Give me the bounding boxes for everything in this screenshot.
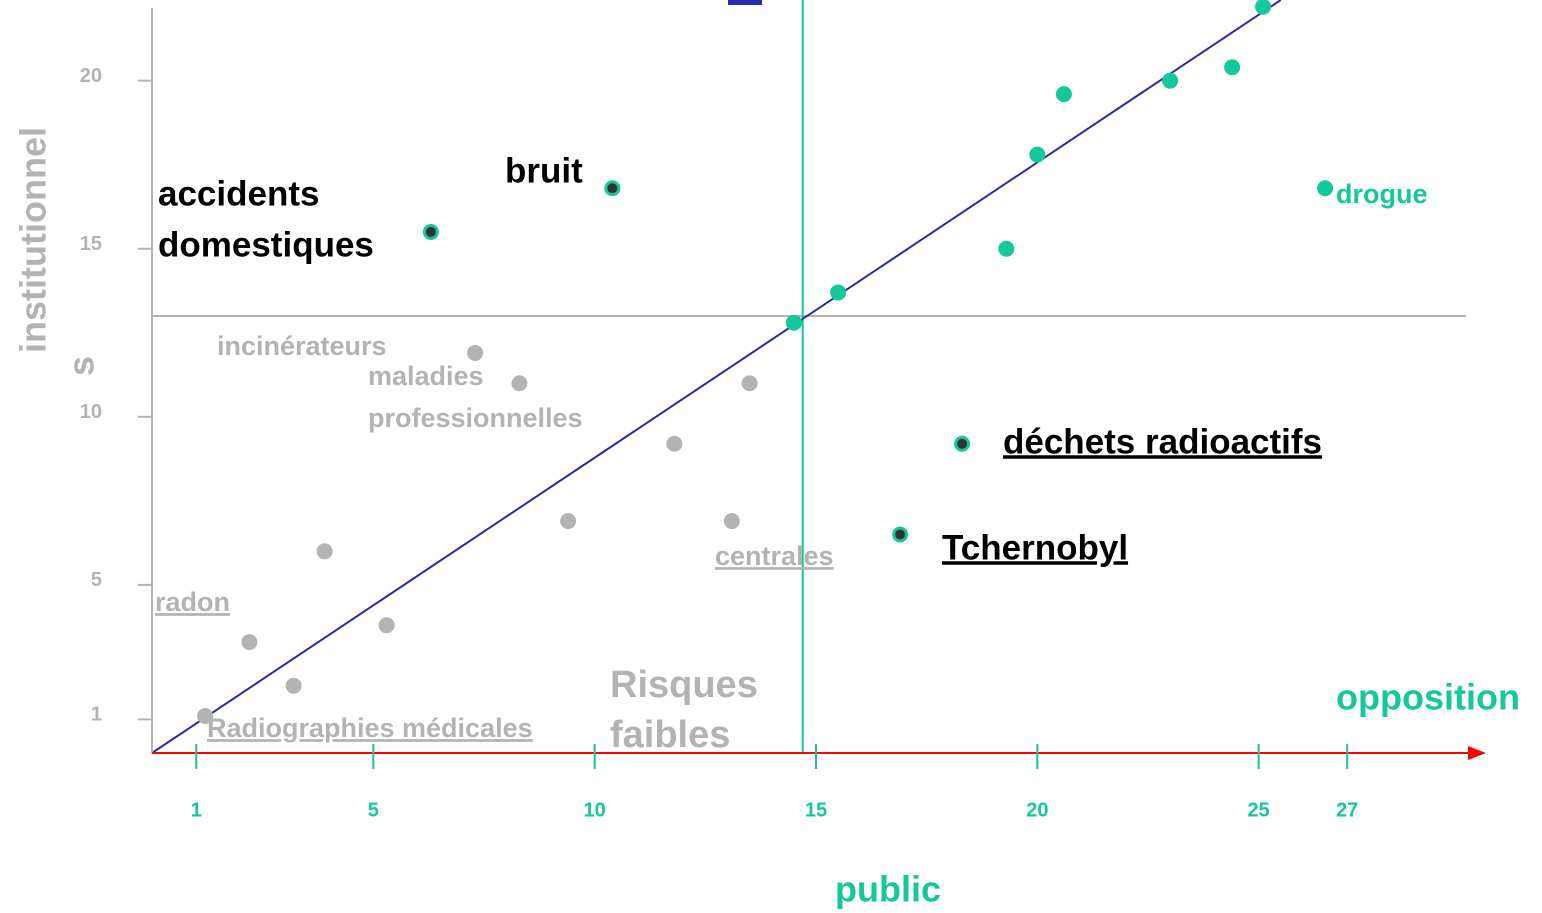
data-point — [511, 375, 528, 392]
x-tick-label: 5 — [368, 799, 379, 821]
data-point — [1317, 180, 1334, 197]
data-point — [422, 223, 439, 240]
annotation: bruit — [505, 151, 583, 190]
data-point — [954, 435, 971, 452]
y-axis-label: institutionnel — [13, 127, 54, 353]
x-tick-label: 15 — [805, 799, 827, 821]
annotation: Radiographies médicales — [207, 713, 533, 743]
x-tick-label: 10 — [584, 799, 606, 821]
annotation: Risques — [610, 664, 758, 706]
data-point — [830, 284, 847, 301]
data-point — [378, 617, 395, 634]
annotation: maladies — [368, 361, 484, 391]
x-tick-label: 1 — [191, 799, 202, 821]
annotation: domestiques — [158, 225, 374, 264]
annotation: centrales — [715, 541, 834, 571]
data-point — [285, 677, 302, 694]
x-tick-label: 27 — [1336, 799, 1358, 821]
data-point — [316, 543, 333, 560]
y-tick-label: 1 — [91, 704, 102, 726]
y-tick-label: 15 — [80, 233, 102, 255]
annotation: professionnelles — [368, 403, 583, 433]
data-point — [741, 375, 758, 392]
data-point — [785, 314, 802, 331]
data-point — [1162, 72, 1179, 89]
diagonal-line — [151, 0, 1282, 754]
annotation: radon — [155, 587, 230, 617]
data-point — [1029, 146, 1046, 163]
annotation: déchets radioactifs — [1003, 422, 1322, 461]
data-point — [1224, 59, 1241, 76]
data-point — [467, 344, 484, 361]
x-tick-label: 25 — [1248, 799, 1270, 821]
legend-fragment — [728, 0, 762, 5]
x-axis-arrow — [1468, 746, 1486, 760]
data-point — [560, 513, 577, 530]
x-axis-label-end: opposition — [1336, 677, 1520, 718]
data-point — [1055, 86, 1072, 103]
data-point — [241, 634, 258, 651]
y-tick-label: 5 — [91, 569, 102, 591]
data-point — [197, 708, 214, 725]
y-axis-label: s — [61, 356, 102, 376]
annotation: Tchernobyl — [942, 528, 1128, 567]
data-point — [666, 435, 683, 452]
annotation: faibles — [610, 714, 730, 756]
data-point — [998, 240, 1015, 257]
data-point — [892, 526, 909, 543]
annotation: incinérateurs — [217, 331, 387, 361]
y-tick-label: 20 — [80, 65, 102, 87]
x-tick-label: 20 — [1026, 799, 1048, 821]
data-point — [604, 180, 621, 197]
annotation: accidents — [158, 174, 319, 213]
data-point — [723, 513, 740, 530]
data-point — [1255, 0, 1272, 15]
y-tick-label: 10 — [80, 401, 102, 423]
x-axis-label: public — [835, 869, 941, 910]
annotation: drogue — [1336, 179, 1428, 209]
